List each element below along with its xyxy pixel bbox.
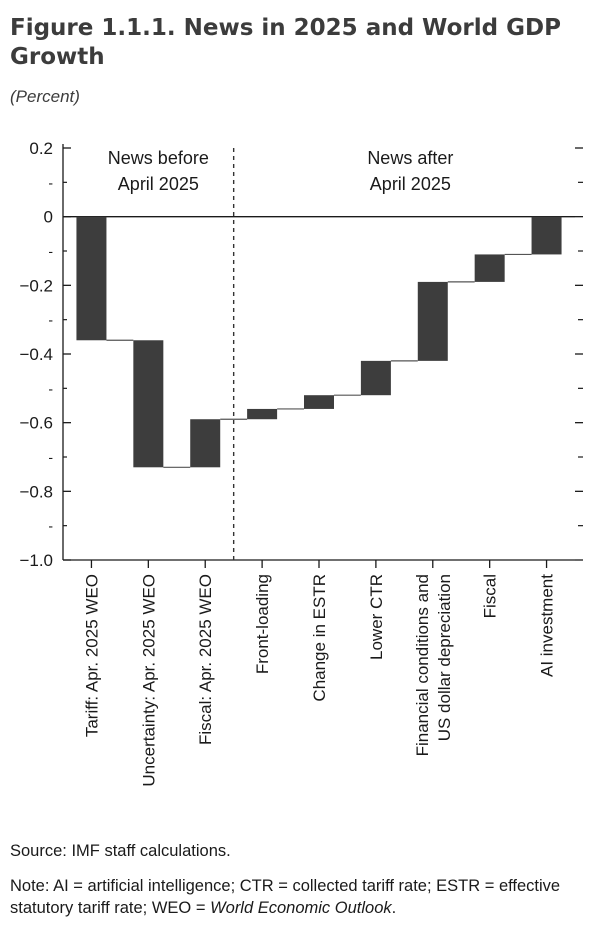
y-minor-dot: -	[48, 380, 53, 396]
y-tick-label: −0.2	[19, 276, 53, 295]
y-tick-label: −1.0	[19, 551, 53, 570]
x-category-label: Financial conditions and	[413, 574, 432, 756]
y-minor-dot: -	[48, 243, 53, 259]
waterfall-bar	[304, 395, 334, 409]
annotation-text: April 2025	[370, 174, 451, 194]
footnote-italic: World Economic Outlook	[210, 899, 392, 917]
x-category-label: AI investment	[538, 574, 557, 677]
y-minor-dot: -	[48, 174, 53, 190]
footnote-text: Note: AI = artificial intelligence; CTR …	[10, 877, 561, 917]
waterfall-bar	[474, 254, 505, 282]
source-note: Source: IMF staff calculations.	[10, 842, 231, 860]
x-category-label: Fiscal	[481, 574, 500, 618]
x-category-label: Tariff: Apr. 2025 WEO	[82, 574, 101, 737]
waterfall-bar	[76, 216, 107, 341]
x-category-label: Lower CTR	[367, 574, 386, 660]
y-tick-label: −0.8	[19, 482, 53, 501]
y-minor-dot: -	[48, 518, 53, 534]
waterfall-bar	[417, 281, 448, 361]
waterfall-bar	[360, 360, 391, 396]
y-minor-dot: -	[48, 312, 53, 328]
y-minor-dot: -	[48, 449, 53, 465]
x-category-label: Change in ESTR	[310, 574, 329, 702]
waterfall-chart: 0.2 - 0 - −0.2 - −0.4 - −0.6 - −0.8 - −1.0 Tariff: Ap…	[19, 139, 583, 787]
footnote: Note: AI = artificial intelligence; CTR …	[10, 875, 595, 919]
x-category-label: Fiscal: Apr. 2025 WEO	[196, 574, 215, 745]
annotation-text: News before	[108, 148, 209, 168]
x-category-label: Uncertainty: Apr. 2025 WEO	[139, 574, 158, 787]
waterfall-bar	[247, 408, 278, 420]
y-tick-label: −0.4	[19, 345, 53, 364]
annotation-text: April 2025	[118, 174, 199, 194]
waterfall-bar	[190, 419, 221, 468]
y-tick-label: −0.6	[19, 414, 53, 433]
x-category-label: US dollar depreciation	[435, 574, 454, 741]
footnote-end: .	[391, 899, 397, 917]
y-tick-label: 0	[44, 208, 53, 227]
chart-unit-label: (Percent)	[10, 87, 80, 106]
x-category-label: Front-loading	[253, 574, 272, 674]
annotation-text: News after	[367, 148, 453, 168]
waterfall-bar	[531, 216, 562, 255]
y-tick-label: 0.2	[29, 139, 53, 158]
chart-title: Figure 1.1.1. News in 2025 and World GDP…	[10, 15, 561, 70]
waterfall-bar	[133, 340, 164, 468]
